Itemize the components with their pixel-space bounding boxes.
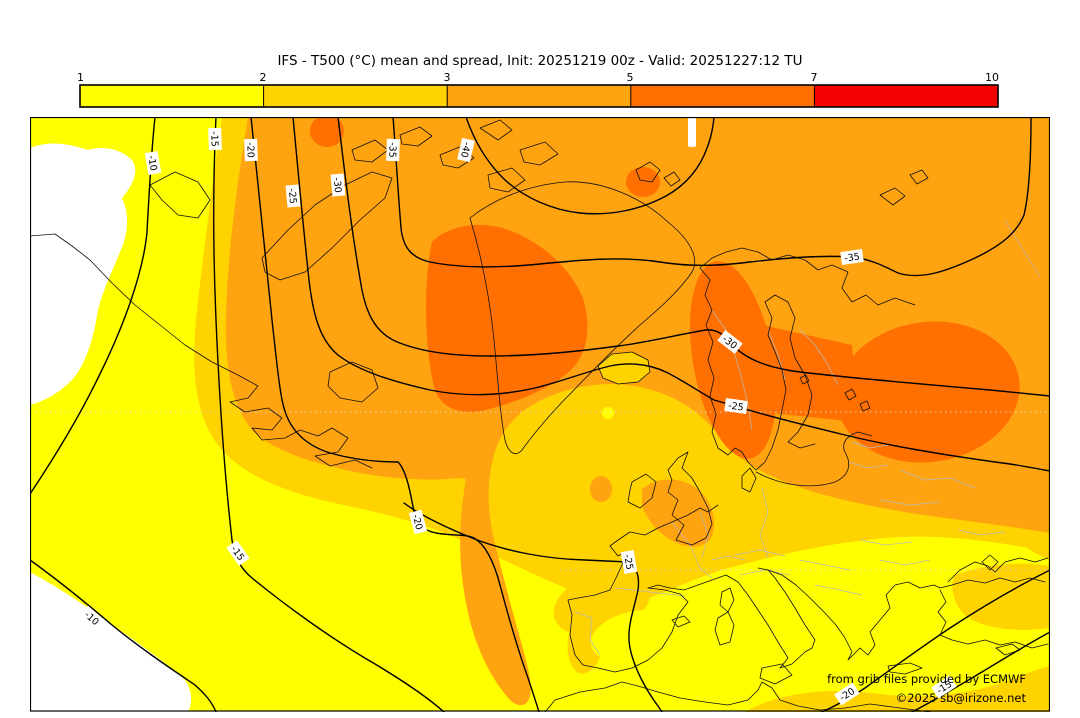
colorbar-tick: 10 — [985, 71, 999, 84]
contour-labels: -10 -15 -20 -25 -30 -35 -40 -30 -25 -35 … — [79, 127, 957, 706]
colorbar-segment-5 — [814, 85, 998, 107]
contour-label: -15 — [208, 131, 220, 147]
forecast-map: -10 -15 -20 -25 -30 -35 -40 -30 -25 -35 … — [30, 117, 1050, 712]
contour-label: -40 — [458, 141, 472, 159]
spread-region-3-5-england — [642, 479, 715, 547]
contour-label: -20 — [410, 513, 425, 531]
spread-region-3-5-atlantic-spot — [590, 476, 612, 502]
credit-copyright: ©2025 sb@irizone.net — [896, 691, 1027, 705]
page-title: IFS - T500 (°C) mean and spread, Init: 2… — [277, 53, 803, 69]
colorbar: 1 2 3 5 7 10 — [77, 71, 999, 108]
map-frame — [30, 117, 1050, 712]
contour-label: -25 — [727, 400, 744, 413]
colorbar-tick: 7 — [811, 71, 818, 84]
colorbar-tick: 1 — [77, 71, 84, 84]
colorbar-tick: 5 — [627, 71, 634, 84]
spread-region-1-2-iberia — [590, 609, 682, 663]
coastlines — [30, 119, 1049, 712]
spread-region-lt-1 — [30, 117, 696, 712]
colorbar-tick: 2 — [260, 71, 267, 84]
contour-label: -20 — [244, 142, 256, 158]
colorbar-segment-2 — [263, 85, 448, 107]
colorbar-segment-4 — [630, 85, 815, 107]
colorbar-segment-3 — [447, 85, 631, 107]
contour-label: -10 — [145, 155, 159, 172]
iceland-fill — [598, 352, 650, 384]
contour-label: -35 — [844, 251, 861, 264]
yellow-speck — [602, 407, 614, 419]
colorbar-frame — [79, 84, 999, 108]
contour-label: -25 — [286, 188, 298, 204]
contour-label: -25 — [621, 554, 635, 571]
contour-label: -30 — [331, 177, 343, 193]
colorbar-segment-1 — [80, 85, 264, 107]
contour-label: -35 — [386, 142, 398, 158]
spread-region-5-7 — [310, 117, 1020, 463]
country-borders — [574, 219, 1041, 656]
colorbar-tick: 3 — [444, 71, 451, 84]
credit-provider: from grib files provided by ECMWF — [827, 672, 1026, 686]
